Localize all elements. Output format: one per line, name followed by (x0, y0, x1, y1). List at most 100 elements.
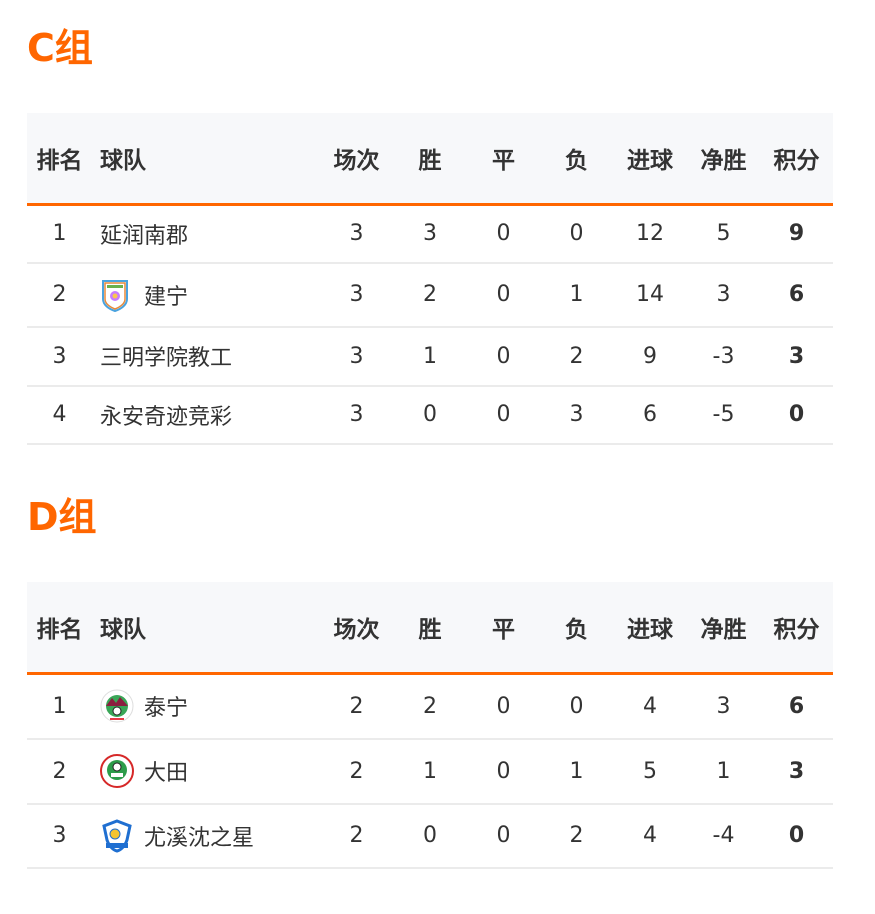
team-name[interactable]: 三明学院教工 (100, 346, 233, 371)
rank-cell: 4 (27, 385, 92, 445)
win-cell: 1 (393, 326, 467, 387)
gd-cell: -3 (687, 326, 760, 387)
draw-cell: 0 (467, 204, 540, 264)
goals-cell: 5 (613, 738, 687, 805)
loss-cell: 3 (540, 385, 613, 445)
gd-cell: 5 (687, 204, 760, 264)
team-name[interactable]: 永安奇迹竞彩 (100, 404, 233, 430)
team-cell: 泰宁 (92, 673, 320, 740)
table-row: 1 泰宁 2 2 0 0 4 3 6 (27, 673, 833, 740)
team-logo-icon (100, 278, 130, 312)
group-d-title: D组 (27, 495, 97, 539)
group-c-table: 排名 球队 场次胜平负进球 净胜 积分 1 延润南郡 3 3 0 0 12 5 9 2 建宁 3 2 0 1 14 3 6 3… (27, 113, 833, 445)
table-row: 1 延润南郡 3 3 0 0 12 5 9 (27, 204, 833, 264)
column-header-goals[interactable]: 进球 (613, 582, 687, 675)
group-d-table: 排名 球队 场次胜平负进球 净胜 积分 1 泰宁 2 2 0 0 4 3 6 2 大田 2 1 0 1 5 1 3 3 尤溪沈之… (27, 582, 833, 869)
points-cell: 6 (760, 673, 833, 740)
played-cell: 3 (320, 204, 393, 264)
table-row: 4 永安奇迹竞彩 3 0 0 3 6 -5 0 (27, 385, 833, 445)
points-cell: 0 (760, 385, 833, 445)
win-cell: 2 (393, 673, 467, 740)
column-header-goals[interactable]: 进球 (613, 113, 687, 206)
table-row: 3 三明学院教工 3 1 0 2 9 -3 3 (27, 326, 833, 387)
played-cell: 2 (320, 738, 393, 805)
rank-cell: 1 (27, 673, 92, 740)
win-cell: 2 (393, 262, 467, 328)
goals-cell: 4 (613, 673, 687, 740)
group-c-title: C组 (27, 26, 93, 70)
team-name[interactable]: 尤溪沈之星 (144, 825, 255, 851)
table-row: 3 尤溪沈之星 2 0 0 2 4 -4 0 (27, 803, 833, 869)
loss-cell: 1 (540, 738, 613, 805)
loss-cell: 1 (540, 262, 613, 328)
team-cell: 延润南郡 (92, 204, 320, 264)
column-header-rank[interactable]: 排名 (27, 582, 92, 675)
table-row: 2 大田 2 1 0 1 5 1 3 (27, 738, 833, 805)
points-cell: 3 (760, 326, 833, 387)
played-cell: 3 (320, 385, 393, 445)
column-header-rank[interactable]: 排名 (27, 113, 92, 206)
gd-cell: -4 (687, 803, 760, 869)
rank-cell: 3 (27, 326, 92, 387)
table-row: 2 建宁 3 2 0 1 14 3 6 (27, 262, 833, 328)
column-header-draw[interactable]: 平 (467, 113, 540, 206)
points-cell: 9 (760, 204, 833, 264)
team-cell: 建宁 (92, 262, 320, 328)
column-header-played[interactable]: 场次 (320, 113, 393, 206)
goals-cell: 9 (613, 326, 687, 387)
draw-cell: 0 (467, 803, 540, 869)
column-header-team[interactable]: 球队 (92, 113, 320, 206)
team-name[interactable]: 大田 (144, 761, 189, 786)
gd-cell: 1 (687, 738, 760, 805)
team-cell: 三明学院教工 (92, 326, 320, 387)
win-cell: 0 (393, 803, 467, 869)
column-header-draw[interactable]: 平 (467, 582, 540, 675)
win-cell: 3 (393, 204, 467, 264)
gd-cell: 3 (687, 262, 760, 328)
gd-cell: -5 (687, 385, 760, 445)
rank-cell: 2 (27, 738, 92, 805)
team-logo-icon (100, 818, 132, 853)
column-header-points[interactable]: 积分 (760, 113, 833, 206)
played-cell: 2 (320, 673, 393, 740)
column-header-loss[interactable]: 负 (540, 582, 613, 675)
gd-cell: 3 (687, 673, 760, 740)
goals-cell: 14 (613, 262, 687, 328)
team-logo-icon (100, 754, 134, 788)
played-cell: 3 (320, 262, 393, 328)
loss-cell: 0 (540, 204, 613, 264)
column-header-loss[interactable]: 负 (540, 113, 613, 206)
draw-cell: 0 (467, 673, 540, 740)
goals-cell: 12 (613, 204, 687, 264)
column-header-gd[interactable]: 净胜 (687, 582, 760, 675)
win-cell: 1 (393, 738, 467, 805)
draw-cell: 0 (467, 326, 540, 387)
win-cell: 0 (393, 385, 467, 445)
header-row: 排名 球队 场次胜平负进球 净胜 积分 (27, 113, 833, 206)
header-row: 排名 球队 场次胜平负进球 净胜 积分 (27, 582, 833, 675)
column-header-played[interactable]: 场次 (320, 582, 393, 675)
played-cell: 2 (320, 803, 393, 869)
draw-cell: 0 (467, 738, 540, 805)
draw-cell: 0 (467, 262, 540, 328)
loss-cell: 2 (540, 803, 613, 869)
loss-cell: 0 (540, 673, 613, 740)
column-header-team[interactable]: 球队 (92, 582, 320, 675)
column-header-gd[interactable]: 净胜 (687, 113, 760, 206)
column-header-win[interactable]: 胜 (393, 582, 467, 675)
points-cell: 0 (760, 803, 833, 869)
rank-cell: 2 (27, 262, 92, 328)
column-header-win[interactable]: 胜 (393, 113, 467, 206)
points-cell: 6 (760, 262, 833, 328)
points-cell: 3 (760, 738, 833, 805)
column-header-points[interactable]: 积分 (760, 582, 833, 675)
goals-cell: 6 (613, 385, 687, 445)
team-cell: 大田 (92, 738, 320, 805)
played-cell: 3 (320, 326, 393, 387)
team-name[interactable]: 建宁 (144, 284, 189, 310)
team-name[interactable]: 延润南郡 (100, 223, 189, 249)
team-logo-icon (100, 689, 134, 723)
team-name[interactable]: 泰宁 (144, 696, 189, 722)
rank-cell: 1 (27, 204, 92, 264)
goals-cell: 4 (613, 803, 687, 869)
